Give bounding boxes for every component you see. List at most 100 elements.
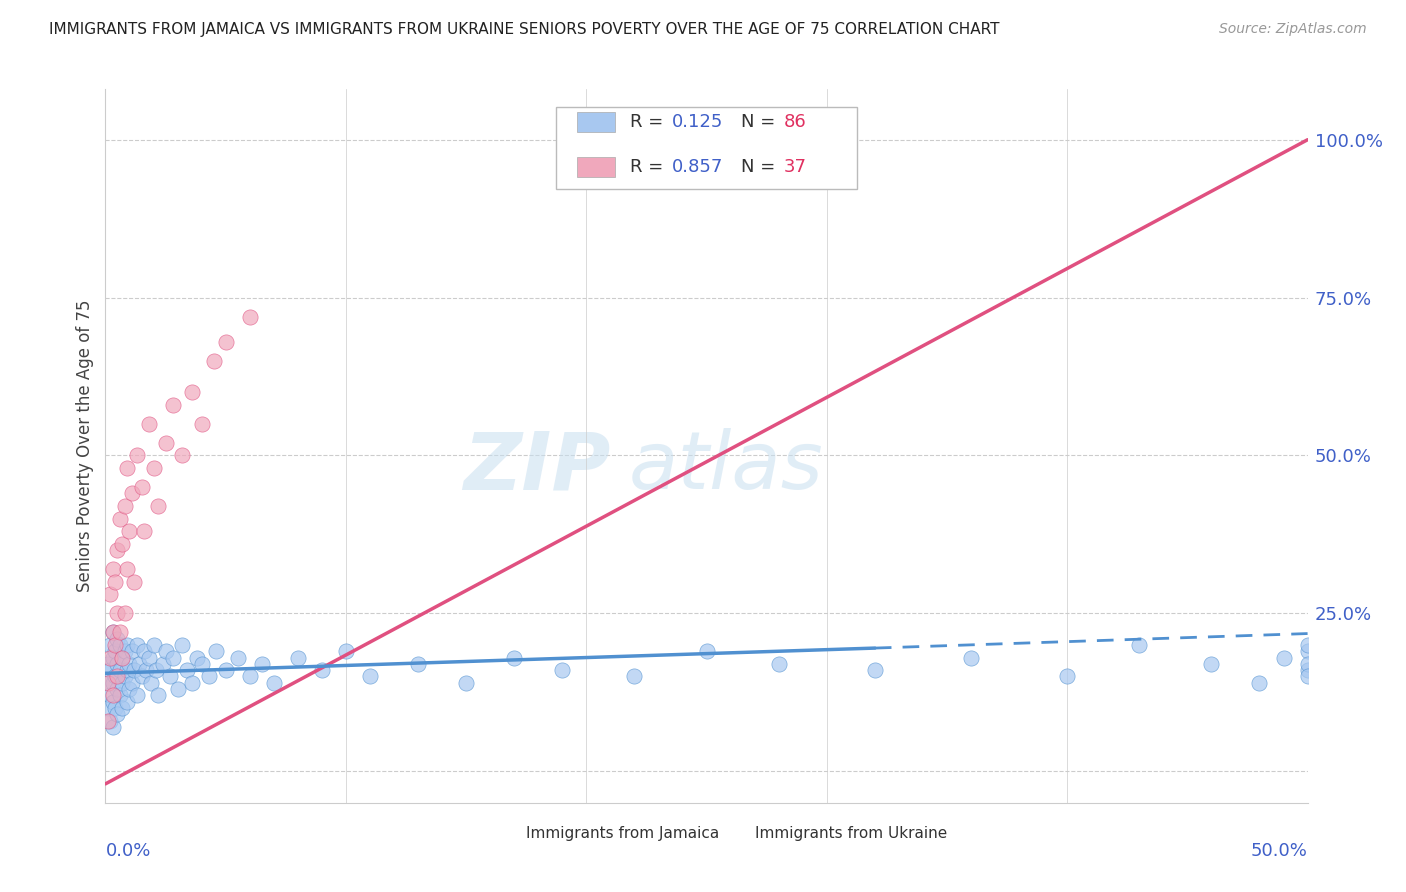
Point	[768, 657, 790, 671]
Point	[115, 461, 138, 475]
Point	[98, 650, 121, 665]
Text: R =: R =	[630, 113, 669, 131]
Point	[118, 657, 141, 671]
Point	[205, 644, 228, 658]
Point	[359, 669, 381, 683]
Point	[111, 675, 134, 690]
Point	[101, 695, 124, 709]
Point	[107, 632, 129, 646]
Point	[124, 663, 146, 677]
Point	[454, 675, 477, 690]
Point	[104, 644, 127, 658]
Text: R =: R =	[630, 158, 669, 176]
Point	[108, 625, 131, 640]
Point	[97, 714, 120, 728]
Text: IMMIGRANTS FROM JAMAICA VS IMMIGRANTS FROM UKRAINE SENIORS POVERTY OVER THE AGE : IMMIGRANTS FROM JAMAICA VS IMMIGRANTS FR…	[49, 22, 1000, 37]
Point	[263, 675, 285, 690]
Point	[114, 644, 136, 658]
Point	[181, 675, 204, 690]
Text: N =: N =	[741, 158, 782, 176]
Point	[115, 562, 138, 576]
Text: N =: N =	[741, 113, 782, 131]
Point	[108, 689, 131, 703]
Point	[214, 663, 236, 677]
Point	[107, 669, 129, 683]
Point	[162, 398, 184, 412]
Point	[1056, 669, 1078, 683]
Point	[118, 524, 141, 539]
Point	[1201, 657, 1223, 671]
Point	[107, 657, 129, 671]
Point	[111, 650, 134, 665]
Point	[114, 607, 136, 621]
Text: 0.857: 0.857	[672, 158, 723, 176]
Point	[115, 663, 138, 677]
Point	[198, 669, 221, 683]
Point	[138, 417, 160, 431]
Point	[108, 663, 131, 677]
Point	[128, 657, 150, 671]
Point	[101, 720, 124, 734]
Point	[186, 650, 208, 665]
Point	[1296, 644, 1319, 658]
Point	[250, 657, 273, 671]
Point	[166, 682, 188, 697]
Point	[98, 714, 121, 728]
Point	[1128, 638, 1150, 652]
Point	[155, 435, 177, 450]
Point	[152, 657, 174, 671]
Point	[148, 689, 170, 703]
Point	[172, 638, 194, 652]
Point	[287, 650, 309, 665]
Point	[101, 650, 124, 665]
FancyBboxPatch shape	[491, 819, 520, 846]
Point	[115, 695, 138, 709]
Point	[311, 663, 333, 677]
Point	[97, 675, 120, 690]
Point	[551, 663, 574, 677]
Point	[148, 499, 170, 513]
Point	[107, 543, 129, 558]
Point	[111, 537, 134, 551]
Point	[97, 657, 120, 671]
FancyBboxPatch shape	[576, 157, 616, 177]
Point	[135, 663, 157, 677]
Point	[145, 663, 167, 677]
Point	[101, 625, 124, 640]
Point	[132, 644, 155, 658]
Point	[108, 511, 131, 525]
Point	[121, 486, 143, 500]
Point	[696, 644, 718, 658]
Point	[1296, 657, 1319, 671]
Point	[214, 334, 236, 349]
Text: 37: 37	[783, 158, 807, 176]
Point	[1249, 675, 1271, 690]
Point	[111, 701, 134, 715]
Point	[162, 650, 184, 665]
Point	[138, 650, 160, 665]
FancyBboxPatch shape	[718, 819, 748, 846]
Text: atlas: atlas	[628, 428, 823, 507]
Y-axis label: Seniors Poverty Over the Age of 75: Seniors Poverty Over the Age of 75	[76, 300, 94, 592]
Text: Immigrants from Ukraine: Immigrants from Ukraine	[755, 826, 946, 841]
Point	[142, 638, 165, 652]
Point	[132, 524, 155, 539]
Text: Source: ZipAtlas.com: Source: ZipAtlas.com	[1219, 22, 1367, 37]
Point	[121, 675, 143, 690]
Point	[159, 669, 181, 683]
Point	[101, 689, 124, 703]
FancyBboxPatch shape	[557, 107, 856, 189]
Point	[863, 663, 886, 677]
Point	[172, 449, 194, 463]
Point	[125, 449, 148, 463]
Point	[176, 663, 198, 677]
Point	[1272, 650, 1295, 665]
Point	[181, 385, 204, 400]
Point	[155, 644, 177, 658]
Point	[406, 657, 429, 671]
Point	[1296, 638, 1319, 652]
Text: ZIP: ZIP	[463, 428, 610, 507]
Point	[104, 701, 127, 715]
Point	[111, 650, 134, 665]
Point	[139, 675, 162, 690]
